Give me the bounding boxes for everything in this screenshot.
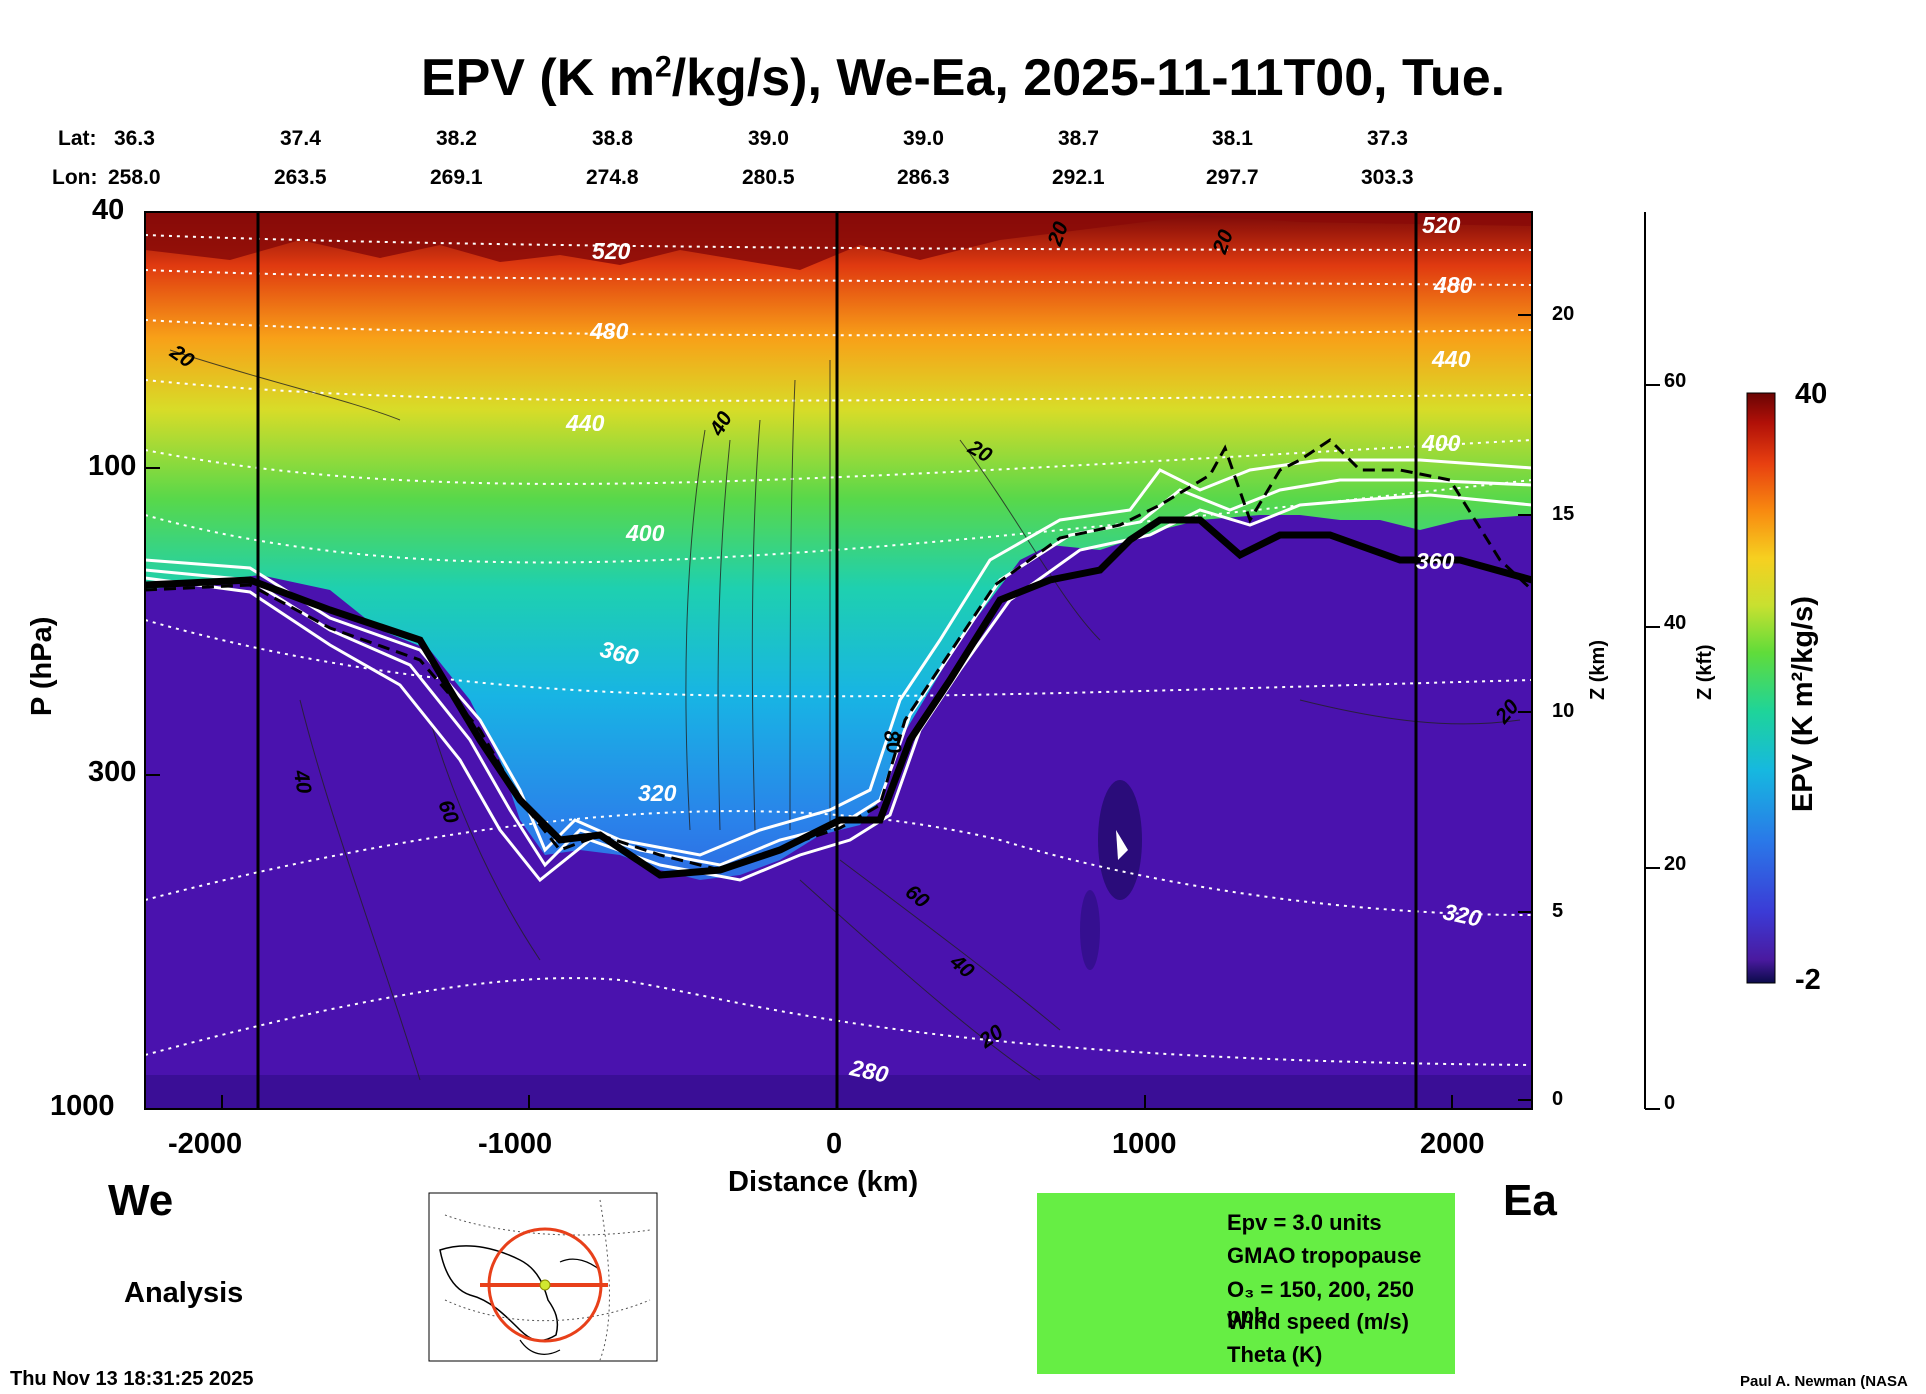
zkft-tick-60: 60: [1664, 370, 1687, 392]
zkm-axis-ticks: [1518, 314, 1532, 1101]
west-label: We: [108, 1176, 174, 1225]
wind-speed-label: 80: [878, 728, 906, 756]
zkft-tick-0: 0: [1664, 1092, 1676, 1114]
east-label: Ea: [1503, 1176, 1557, 1225]
theta-label: 520: [1422, 212, 1461, 238]
p-tick-40: 40: [92, 194, 125, 226]
colorbar-min: -2: [1795, 964, 1821, 996]
theta-label: 480: [1434, 272, 1473, 298]
lon-value: 274.8: [586, 166, 639, 189]
lon-label: Lon:: [52, 166, 98, 189]
credit: Paul A. Newman (NASA: [1740, 1373, 1908, 1390]
chart-title: EPV (K m2/kg/s), We-Ea, 2025-11-11T00, T…: [420, 49, 1506, 107]
lon-value: 297.7: [1206, 166, 1259, 189]
ozone-contours: [145, 458, 1532, 883]
y-axis-label: P (hPa): [26, 616, 58, 716]
zkm-tick-5: 5: [1552, 900, 1564, 922]
legend-tropopause: GMAO tropopause: [1227, 1243, 1422, 1268]
theta-label: 320: [638, 780, 677, 806]
x-axis-label: Distance (km): [728, 1166, 919, 1198]
p-tick-100: 100: [88, 450, 137, 482]
inset-map: [428, 1192, 658, 1362]
lat-label: Lat:: [58, 127, 97, 150]
theta-label: 440: [1432, 346, 1471, 372]
lat-value: 36.3: [114, 127, 155, 150]
theta-label: 480: [590, 318, 629, 344]
legend-epv: Epv = 3.0 units: [1227, 1210, 1382, 1235]
lat-value: 38.8: [592, 127, 633, 150]
lat-value: 38.7: [1058, 127, 1099, 150]
zkft-tick-40: 40: [1664, 612, 1687, 634]
lon-value: 269.1: [430, 166, 483, 189]
white-patch: [1116, 830, 1128, 860]
colorbar-max: 40: [1795, 378, 1828, 410]
colorbar-ticks: [1747, 392, 1775, 984]
colorbar-label: EPV (K m²/kg/s): [1787, 596, 1819, 812]
tropopause-line: [145, 516, 1532, 879]
x-tick-neg1000: -1000: [478, 1128, 553, 1160]
zkm-tick-10: 10: [1552, 700, 1575, 722]
zkm-tick-0: 0: [1552, 1088, 1564, 1110]
x-tick-2000: 2000: [1420, 1128, 1485, 1160]
p-tick-300: 300: [88, 756, 137, 788]
zkm-axis-label: Z (km): [1587, 640, 1609, 700]
zkft-tick-20: 20: [1664, 853, 1687, 875]
legend-theta: Theta (K): [1227, 1342, 1323, 1367]
legend-wind: Wind speed (m/s): [1227, 1309, 1409, 1334]
legend-box: Epv = 3.0 units GMAO tropopause O₃ = 150…: [1037, 1193, 1455, 1374]
zkm-tick-20: 20: [1552, 303, 1575, 325]
pressure-axis-ticks: [145, 211, 160, 1110]
theta-label: 360: [1416, 548, 1455, 574]
x-tick-neg2000: -2000: [168, 1128, 243, 1160]
lon-value: 292.1: [1052, 166, 1105, 189]
timestamp: Thu Nov 13 18:31:25 2025: [10, 1368, 254, 1390]
analysis-label: Analysis: [124, 1277, 244, 1309]
lat-value: 39.0: [903, 127, 944, 150]
p-tick-1000: 1000: [50, 1090, 115, 1122]
lat-value: 38.1: [1212, 127, 1253, 150]
epv-dashed-line: [145, 438, 1532, 872]
lon-value: 286.3: [897, 166, 950, 189]
lat-value: 37.3: [1367, 127, 1408, 150]
zkft-axis-label: Z (kft): [1694, 644, 1716, 700]
x-tick-0: 0: [826, 1128, 843, 1160]
lat-value: 39.0: [748, 127, 789, 150]
theta-label: 400: [1422, 430, 1461, 456]
theta-label: 400: [626, 520, 665, 546]
theta-label: 440: [566, 410, 605, 436]
distance-axis-ticks: [221, 1095, 1453, 1109]
wind-contours: [169, 349, 1521, 1081]
lon-value: 258.0: [108, 166, 161, 189]
zkm-tick-15: 15: [1552, 503, 1575, 525]
theta-contours: [145, 234, 1532, 1066]
colorbar: [1746, 392, 1776, 984]
lon-value: 263.5: [274, 166, 327, 189]
lat-value: 37.4: [280, 127, 321, 150]
theta-label: 520: [592, 238, 631, 264]
legend-ozone: O₃ = 150, 200, 250 ppb: [1227, 1277, 1414, 1328]
lat-value: 38.2: [436, 127, 477, 150]
x-tick-1000: 1000: [1112, 1128, 1177, 1160]
zkft-axis-ticks: [1645, 384, 1660, 1110]
wind-speed-label: 40: [288, 768, 316, 796]
heatmap-field: [145, 212, 1532, 1109]
lon-value: 280.5: [742, 166, 795, 189]
lon-value: 303.3: [1361, 166, 1414, 189]
